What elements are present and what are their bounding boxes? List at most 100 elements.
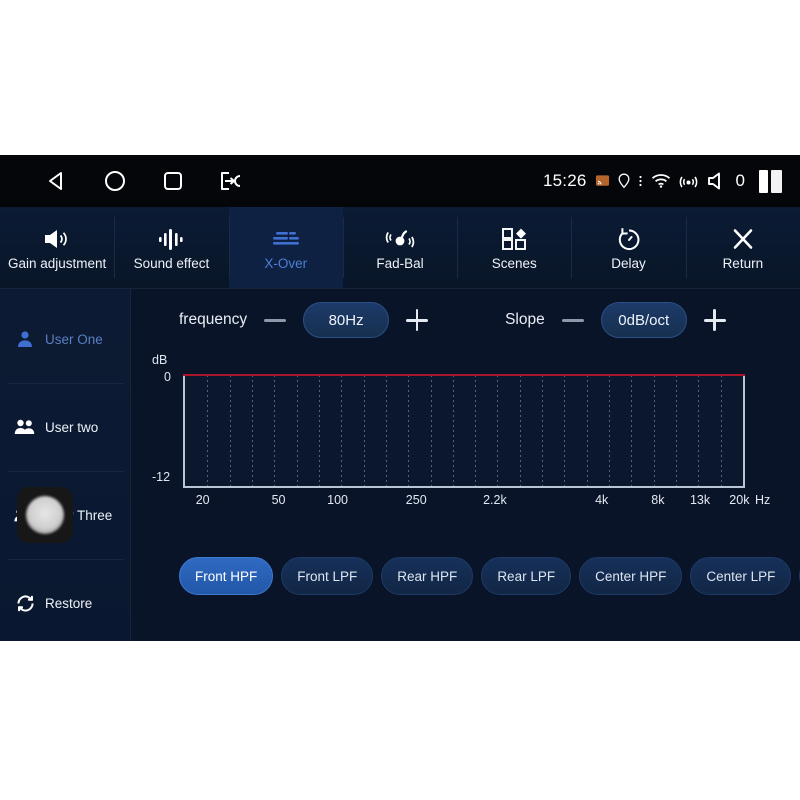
sidebar-item-label: Restore: [45, 595, 93, 611]
gridline: [408, 375, 410, 486]
tab-label: Gain adjustment: [7, 255, 107, 271]
system-icons: 15:26: [543, 155, 782, 207]
sidebar-item-user-two[interactable]: User two: [0, 383, 130, 471]
gridline: [720, 375, 722, 486]
close-icon: [730, 225, 756, 251]
cast-icon: [595, 175, 609, 186]
gridline: [341, 375, 343, 486]
tab-sound-effect[interactable]: Sound effect: [114, 207, 228, 288]
gridline: [452, 375, 454, 486]
gridline: [586, 375, 588, 486]
filter-button[interactable]: Front HPF: [179, 557, 274, 595]
y-axis-unit-label: dB: [152, 353, 168, 367]
gridline: [251, 375, 253, 486]
filter-button[interactable]: Rear LPF: [481, 557, 572, 595]
user-preset-sidebar: User One User two: [0, 289, 131, 641]
tab-delay[interactable]: Delay: [571, 207, 685, 288]
gridline: [653, 375, 655, 486]
gridline: [631, 375, 633, 486]
recents-button[interactable]: [144, 155, 202, 207]
grid-icon: [500, 225, 528, 251]
tab-return[interactable]: Return: [685, 207, 800, 288]
filter-button[interactable]: Front LPF: [281, 557, 374, 595]
tab-label: Fad-Bal: [376, 255, 424, 271]
y-tick-0: 0: [164, 370, 171, 384]
chart-response-curve: [183, 374, 745, 376]
chart-gridlines: [185, 375, 743, 486]
volume-icon: [707, 172, 720, 190]
gridline: [296, 375, 298, 486]
timer-icon: [616, 225, 642, 251]
equalizer-icon: [269, 225, 303, 251]
circle-icon: [105, 171, 125, 191]
x-tick-label: 20k: [729, 493, 750, 507]
x-tick-label: 100: [327, 493, 348, 507]
filter-button-row: Front HPF Front LPF Rear HPF Rear LPF Center…: [179, 557, 800, 595]
tab-fad-bal[interactable]: Fad-Bal: [342, 207, 457, 288]
sidebar-item-label: User One: [45, 331, 103, 347]
gridline: [363, 375, 365, 486]
balance-icon: [384, 225, 416, 251]
slope-increment-button[interactable]: [701, 306, 729, 334]
gridline: [519, 375, 521, 486]
speaker-icon: [42, 225, 72, 251]
tab-label: Scenes: [491, 255, 537, 271]
content-area: User One User two: [0, 289, 800, 641]
tab-label: Delay: [611, 255, 646, 271]
gridline: [229, 375, 231, 486]
slope-control: Slope 0dB/oct: [505, 302, 729, 338]
back-button[interactable]: [28, 155, 86, 207]
gridline: [385, 375, 387, 486]
home-button[interactable]: [86, 155, 144, 207]
x-tick-label: 4k: [595, 493, 609, 507]
frequency-increment-button[interactable]: [403, 306, 431, 334]
frequency-value[interactable]: 80Hz: [303, 302, 390, 338]
gridline: [207, 375, 209, 486]
nav-buttons: [0, 155, 260, 207]
gridline: [430, 375, 432, 486]
triangle-left-icon: [49, 172, 62, 190]
x-tick-label: 2.2k: [483, 493, 507, 507]
crossover-controls: frequency 80Hz Slope 0dB/oct: [131, 289, 800, 351]
volume-level: 0: [735, 171, 745, 190]
filter-button[interactable]: Center HPF: [579, 557, 683, 595]
filter-button[interactable]: Center LPF: [690, 557, 792, 595]
x-axis-unit-label: Hz: [755, 493, 771, 507]
android-status-bar: 15:26: [0, 155, 800, 207]
split-screen-icon[interactable]: [759, 169, 782, 193]
waveform-icon: [156, 225, 186, 251]
slope-decrement-button[interactable]: [559, 306, 587, 334]
sidebar-item-label: User two: [45, 419, 99, 435]
slope-label: Slope: [505, 311, 545, 328]
audio-mode-toolbar: Gain adjustment Sound effect: [0, 207, 800, 289]
signal-dots-icon: [638, 175, 642, 187]
touch-cursor-indicator: [17, 487, 73, 543]
chart-plot-area[interactable]: [183, 375, 745, 488]
x-tick-label: 8k: [651, 493, 665, 507]
exit-app-button[interactable]: [202, 155, 260, 207]
sidebar-item-restore[interactable]: Restore: [0, 559, 130, 641]
head-unit-screen: 15:26: [0, 155, 800, 641]
square-icon: [164, 172, 182, 190]
gridline: [609, 375, 611, 486]
gridline: [564, 375, 566, 486]
tab-x-over[interactable]: X-Over: [228, 207, 343, 288]
tab-label: X-Over: [264, 255, 308, 271]
tab-scenes[interactable]: Scenes: [457, 207, 571, 288]
slope-value[interactable]: 0dB/oct: [600, 302, 687, 338]
tab-gain-adjustment[interactable]: Gain adjustment: [0, 207, 114, 288]
hotspot-icon: [679, 176, 697, 188]
frequency-decrement-button[interactable]: [261, 306, 289, 334]
filter-button[interactable]: Rear HPF: [381, 557, 474, 595]
x-tick-label: 50: [271, 493, 286, 507]
y-tick-minus-12: -12: [152, 470, 171, 484]
gridline: [318, 375, 320, 486]
x-tick-label: 20: [195, 493, 210, 507]
clock: 15:26: [542, 171, 587, 190]
crossover-panel: frequency 80Hz Slope 0dB/oct dB 0: [131, 289, 800, 641]
sidebar-item-user-one[interactable]: User One: [0, 295, 130, 383]
wifi-icon: [651, 174, 670, 188]
single-user-icon: [14, 329, 36, 349]
two-users-icon: [14, 417, 36, 437]
